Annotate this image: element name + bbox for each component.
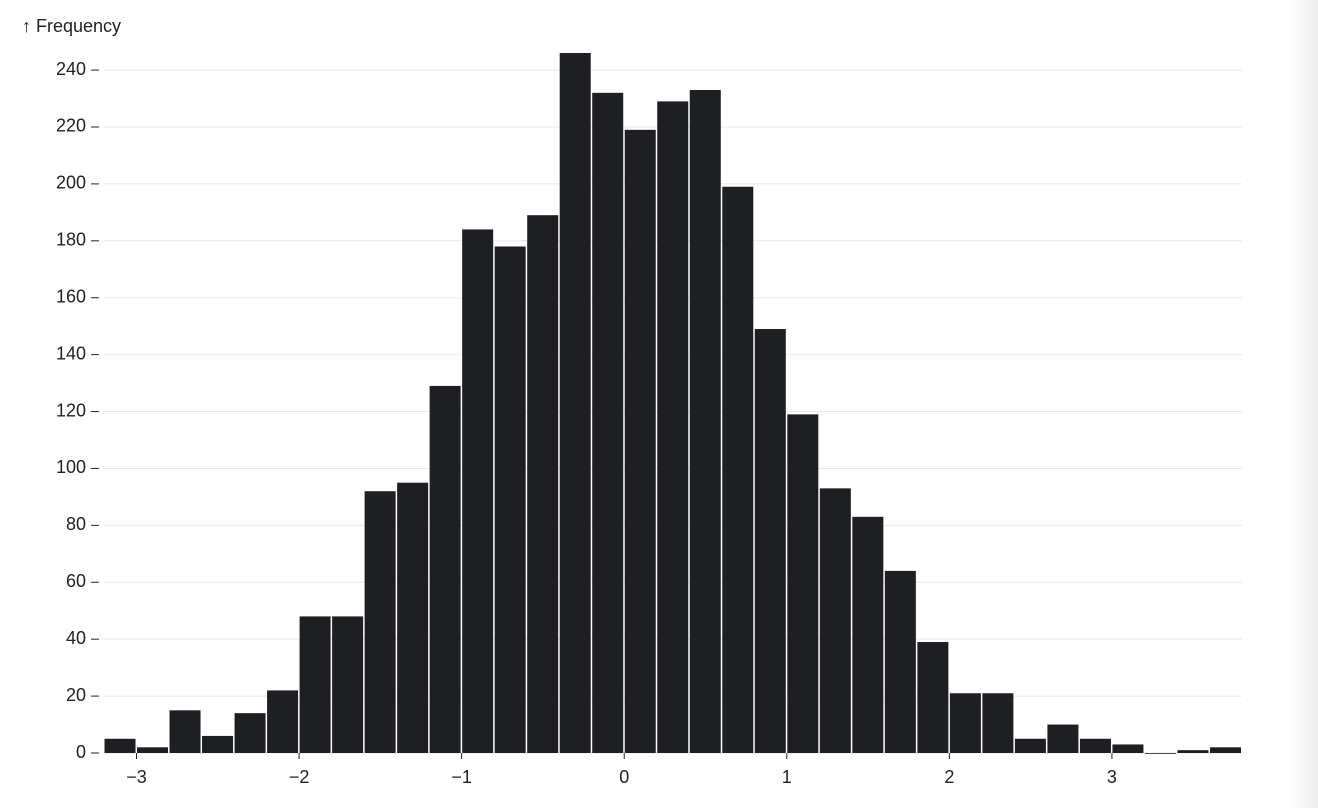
bar — [852, 516, 884, 753]
x-tick-label: −3 — [126, 767, 147, 787]
bar — [722, 186, 754, 753]
bar — [299, 616, 331, 753]
bar — [559, 53, 591, 753]
page-edge — [1288, 0, 1318, 808]
bar — [1079, 738, 1111, 753]
bar — [364, 491, 396, 753]
y-tick-label: 0 — [76, 742, 86, 762]
bar — [397, 482, 429, 753]
y-tick-label: 240 — [56, 59, 86, 79]
x-tick-label: 1 — [782, 767, 792, 787]
y-tick-label: 120 — [56, 400, 86, 420]
bar — [1047, 724, 1079, 753]
bar — [527, 215, 559, 753]
x-tick-label: 2 — [944, 767, 954, 787]
bar — [1209, 747, 1241, 753]
bar — [1112, 744, 1144, 753]
bar — [819, 488, 851, 753]
bar — [657, 101, 689, 754]
bar — [267, 690, 299, 753]
y-tick-label: 180 — [56, 230, 86, 250]
bar — [982, 693, 1014, 753]
bar — [787, 414, 819, 753]
bar — [137, 747, 169, 753]
bar — [1144, 753, 1176, 754]
bar — [689, 89, 721, 753]
x-tick-label: −1 — [451, 767, 472, 787]
bar — [234, 713, 266, 753]
bar — [169, 710, 201, 753]
bar — [462, 229, 494, 754]
x-tick-label: 0 — [619, 767, 629, 787]
bar — [202, 735, 234, 753]
y-tick-label: 160 — [56, 286, 86, 306]
bar — [884, 570, 916, 753]
bar — [917, 642, 949, 753]
bar — [754, 329, 786, 753]
y-tick-label: 20 — [66, 685, 86, 705]
y-tick-label: 100 — [56, 457, 86, 477]
x-tick-label: −2 — [289, 767, 310, 787]
bar — [429, 385, 461, 753]
y-tick-label: 220 — [56, 116, 86, 136]
y-axis-label: ↑ Frequency — [22, 16, 121, 36]
y-tick-label: 60 — [66, 571, 86, 591]
bar — [1014, 738, 1046, 753]
bar — [494, 246, 526, 753]
bar — [624, 129, 656, 753]
x-tick-label: 3 — [1107, 767, 1117, 787]
y-tick-label: 200 — [56, 173, 86, 193]
y-tick-label: 80 — [66, 514, 86, 534]
bar — [592, 92, 624, 753]
bar — [332, 616, 364, 753]
bar — [1177, 750, 1209, 753]
y-tick-label: 140 — [56, 343, 86, 363]
y-tick-label: 40 — [66, 628, 86, 648]
bar — [949, 693, 981, 753]
bar — [104, 738, 136, 753]
